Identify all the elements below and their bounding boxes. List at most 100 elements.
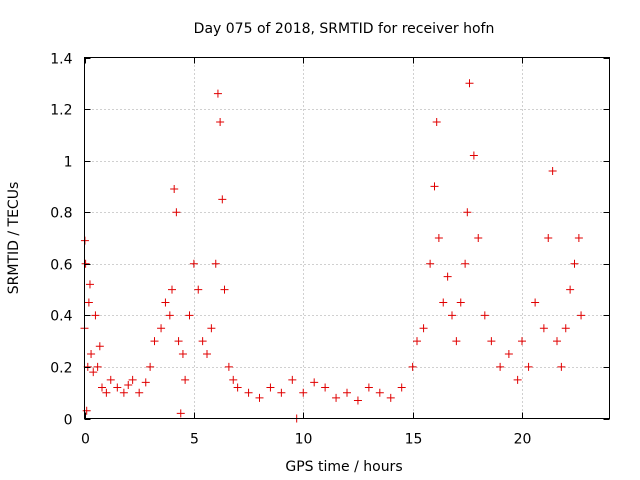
data-points	[80, 79, 586, 423]
data-point	[548, 166, 557, 175]
data-point	[364, 383, 373, 392]
data-point	[544, 234, 553, 242]
data-point	[577, 311, 586, 320]
data-point	[213, 89, 222, 98]
data-point	[553, 337, 561, 346]
data-point	[474, 234, 483, 242]
data-point	[288, 375, 297, 384]
data-point	[185, 311, 194, 320]
data-point	[461, 259, 470, 268]
y-tick-label: 1.4	[50, 52, 72, 68]
data-point	[220, 285, 229, 294]
data-point	[203, 350, 211, 359]
data-point	[570, 259, 579, 268]
data-point	[434, 234, 443, 242]
x-tick-label: 20	[514, 432, 532, 448]
data-point	[141, 378, 150, 387]
data-point	[487, 337, 496, 346]
data-point	[531, 298, 540, 307]
data-point	[566, 285, 575, 294]
data-point	[189, 259, 198, 268]
data-point	[432, 117, 441, 126]
data-point	[178, 350, 187, 359]
data-point	[124, 380, 133, 389]
y-tick-label: 0.4	[50, 309, 72, 325]
data-point	[332, 393, 341, 402]
data-point	[87, 350, 96, 359]
data-point	[102, 388, 111, 397]
data-point	[375, 388, 384, 397]
data-point	[463, 208, 472, 217]
data-point	[419, 324, 428, 333]
y-tick-label: 1	[64, 155, 73, 171]
data-point	[98, 383, 106, 392]
data-point	[181, 375, 190, 384]
data-point	[310, 378, 319, 387]
data-point	[93, 362, 102, 371]
data-point	[465, 79, 474, 88]
data-point	[244, 388, 253, 397]
data-point	[277, 388, 286, 397]
x-tick-label: 0	[81, 432, 90, 448]
data-point	[83, 362, 92, 371]
data-point	[513, 375, 522, 384]
data-point	[426, 259, 435, 268]
data-point	[233, 383, 242, 392]
data-point	[561, 324, 570, 333]
data-point	[150, 337, 159, 346]
y-tick-label: 0.8	[50, 206, 72, 222]
data-point	[135, 388, 144, 397]
data-point	[452, 337, 461, 346]
y-tick-label: 0.2	[50, 361, 72, 377]
data-point	[343, 388, 351, 397]
data-point	[430, 182, 439, 191]
data-point	[85, 280, 94, 289]
plot-frame	[84, 57, 610, 419]
data-point	[397, 383, 406, 392]
data-point	[255, 393, 264, 402]
data-point	[229, 375, 238, 384]
data-point	[89, 368, 98, 377]
x-tick-label: 15	[405, 432, 423, 448]
data-point	[574, 234, 583, 242]
data-point	[119, 388, 128, 397]
data-point	[82, 406, 91, 415]
data-point	[266, 383, 275, 392]
data-point	[161, 298, 170, 307]
x-axis-label: GPS time / hours	[285, 459, 402, 475]
data-point	[176, 409, 185, 418]
data-point	[211, 259, 220, 268]
data-point	[95, 342, 104, 351]
data-point	[106, 375, 115, 384]
data-point	[113, 383, 122, 392]
data-point	[146, 362, 155, 371]
data-point	[216, 117, 225, 126]
data-point	[448, 311, 456, 320]
data-point	[496, 362, 505, 371]
x-tick-label: 5	[190, 432, 199, 448]
data-point	[524, 362, 533, 371]
y-tick-label: 0	[64, 413, 73, 429]
data-point	[81, 259, 90, 268]
y-tick-label: 1.2	[50, 103, 72, 119]
data-point	[456, 298, 465, 307]
data-point	[170, 185, 179, 194]
data-point	[439, 298, 448, 307]
data-point	[443, 272, 452, 281]
x-tick-label: 10	[295, 432, 313, 448]
data-point	[408, 362, 417, 371]
data-point	[165, 311, 174, 320]
x-tick-labels: 0 5 10 15 20	[81, 432, 531, 448]
grid-lines	[84, 57, 610, 419]
data-point	[194, 285, 203, 294]
data-point	[84, 298, 93, 307]
data-point	[539, 324, 548, 333]
data-point	[172, 208, 181, 217]
data-point	[353, 396, 362, 405]
data-point	[386, 393, 395, 402]
chart-title: Day 075 of 2018, SRMTID for receiver hof…	[194, 21, 495, 37]
data-point	[518, 337, 526, 346]
data-point	[504, 350, 513, 359]
data-point	[91, 311, 100, 320]
data-point	[207, 324, 216, 333]
